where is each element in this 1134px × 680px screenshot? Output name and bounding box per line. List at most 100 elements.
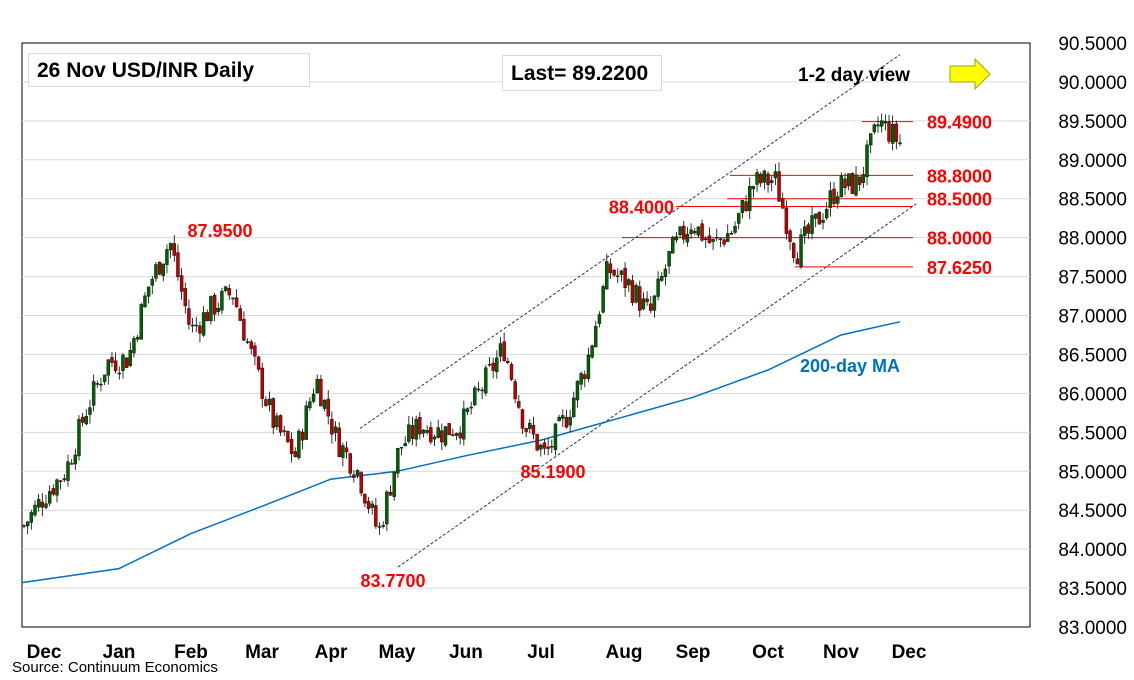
channel-upper [359,54,901,429]
candle-body [539,444,543,450]
candle-body [579,373,583,385]
candle-body [300,431,305,441]
candle-body [36,498,41,508]
y-tick-labels: 83.0000 83.5000 84.0000 84.5000 85.0000 85.50… [1058,34,1127,639]
y-tick-label: 88.5000 [1058,190,1127,211]
candle-body [326,398,330,417]
candle-body [106,359,111,376]
y-tick-label: 85.0000 [1058,462,1127,483]
candle-body [289,439,294,454]
candle-body [737,213,741,224]
x-tick-label: May [379,642,416,663]
price-annotation: 83.7700 [360,571,425,591]
candle-body [682,225,686,240]
candle-body [898,142,902,145]
candle-body [806,224,811,234]
candle-body [674,236,679,241]
candle-body [297,430,301,458]
candle-body [487,364,492,366]
x-tick-label: Aug [606,642,643,663]
last-price: Last= 89.2200 [502,55,662,91]
candle-body [282,430,286,432]
candle-body [33,504,37,516]
candle-body [630,280,635,303]
level-lines: 89.4900 88.8000 88.5000 88.4000 88.0000 87.62… [609,113,992,278]
candle-body [462,408,466,440]
annotations: 87.9500 85.1900 83.7700 [187,221,585,591]
candle-body [271,398,275,428]
candle-body [740,199,745,214]
candle-body [726,233,730,242]
candle-body [407,424,411,442]
candle-body [267,398,272,406]
candle-body [770,180,774,183]
candle-body [762,170,767,183]
candle-body [634,285,638,303]
level-label: 88.4000 [609,198,674,218]
candle-body [594,326,598,348]
candle-body [352,474,356,478]
candle-body [813,213,818,219]
candle-body [729,233,734,235]
candle-body [854,174,858,196]
level-label: 88.0000 [927,229,992,249]
candle-body [84,415,89,425]
candle-body [693,231,697,234]
candle-body [110,357,114,363]
candle-body [612,270,616,276]
candle-body [198,325,202,334]
candle-body [227,287,231,296]
candle-body [572,397,576,418]
candle-body [55,479,59,496]
candle-body [443,426,448,446]
candle-body [608,263,613,274]
price-annotation: 87.9500 [187,221,252,241]
candle-body [91,381,96,406]
level-label: 88.5000 [927,190,992,210]
candle-body [528,422,532,429]
candle-body [517,401,521,408]
candle-body [454,433,459,436]
candle-body [341,445,345,458]
candle-body [370,503,374,508]
candle-body [366,501,371,509]
channel-lower [397,202,919,568]
candle-body [656,278,660,297]
candle-body [275,415,279,428]
y-tick-label: 84.0000 [1058,540,1127,561]
candle-body [685,233,690,243]
candle-body [531,425,536,435]
level-label: 87.6250 [927,258,992,278]
candle-body [828,190,833,208]
candle-body [777,171,781,202]
candle-body [242,318,246,341]
y-tick-label: 90.5000 [1058,34,1127,55]
candle-body [410,425,415,439]
candle-body [788,230,792,242]
y-tick-label: 86.0000 [1058,384,1127,405]
candle-body [337,427,341,457]
candle-body [440,430,444,443]
x-tick-label: Mar [245,642,279,663]
candle-body [509,364,514,380]
candle-body [161,263,165,276]
candle-body [605,261,609,290]
candle-body [491,362,495,371]
candle-body [575,381,580,401]
candle-body [773,171,778,179]
candle-body [286,431,290,443]
candle-body [308,401,312,409]
candle-body [755,172,759,185]
candle-body [700,223,704,241]
candle-body [374,505,378,527]
y-tick-label: 85.5000 [1058,423,1127,444]
candle-body [861,174,866,183]
candle-body [183,288,187,307]
candle-body [524,428,528,432]
candle-body [399,446,404,449]
candle-body [704,238,708,240]
candle-body [850,173,855,194]
candle-body [432,436,437,440]
candle-body [506,360,510,364]
